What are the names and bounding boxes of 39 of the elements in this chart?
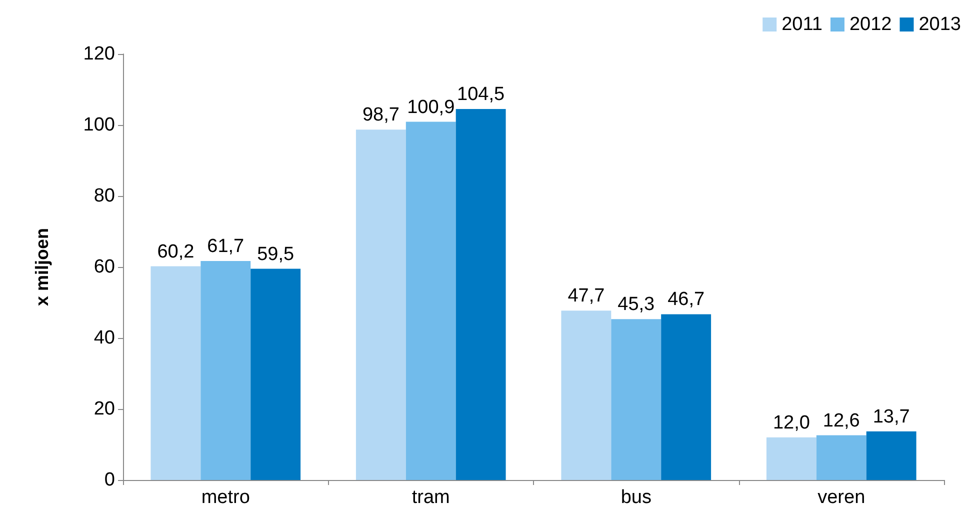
bar [611,319,662,480]
bar [200,260,251,480]
x-tick-label: metro [201,487,250,508]
x-tick-label: veren [818,487,866,508]
bar [866,431,916,480]
y-tick-label: 80 [94,186,115,206]
data-label: 12,0 [772,412,810,434]
data-label: 46,7 [668,289,705,310]
data-label: 13,7 [872,406,910,428]
x-tick-label: bus [620,487,652,508]
data-label: 100,9 [407,96,455,118]
data-label: 61,7 [207,236,244,257]
bar [250,268,301,480]
bar [661,314,712,480]
y-tick-label: 60 [94,256,115,278]
bar [406,122,456,480]
y-tick-label: 20 [94,398,115,420]
x-tick-label: tram [412,487,450,508]
legend-label: 2013 [918,14,962,35]
data-label: 47,7 [568,286,605,307]
y-tick-label: 40 [94,328,115,348]
bar [456,109,506,480]
bar [816,435,866,480]
bar [766,437,816,480]
data-label: 98,7 [362,104,400,126]
y-tick-label: 0 [104,470,115,490]
bar [561,310,612,480]
y-axis-title: x miljoen [32,228,52,306]
y-tick-label: 120 [83,44,115,64]
y-tick-label: 100 [83,114,115,136]
legend-label: 2011 [782,14,822,35]
data-label: 12,6 [822,410,860,432]
legend-label: 2012 [849,14,892,35]
data-label: 60,2 [157,241,194,262]
bar [356,130,406,480]
data-label: 45,3 [618,294,655,316]
data-label: 59,5 [257,244,294,265]
data-label: 104,5 [457,84,505,106]
bar [150,266,201,480]
